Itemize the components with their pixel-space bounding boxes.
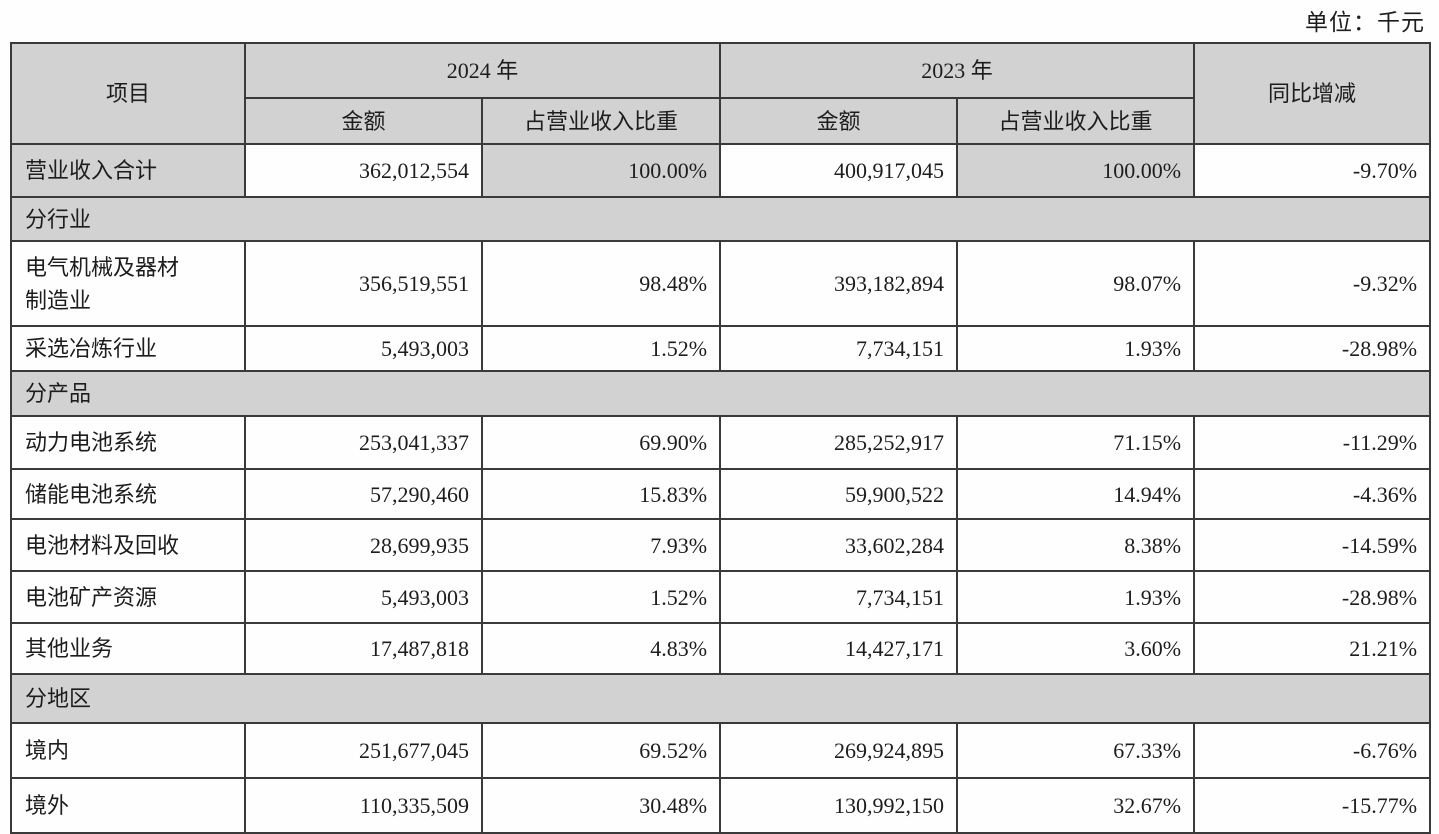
table-row: 电池矿产资源 5,493,003 1.52% 7,734,151 1.93% -… (10, 570, 1432, 624)
item-label: 储能电池系统 (10, 468, 246, 520)
yoy-change: -28.98% (1193, 325, 1432, 372)
pct-2024: 98.48% (480, 240, 722, 327)
header-row-subcolumns: 金额 占营业收入比重 金额 占营业收入比重 (11, 97, 1430, 145)
pct-2023: 98.07% (956, 240, 1196, 327)
yoy-change: -11.29% (1193, 415, 1432, 470)
pct-2023: 100.00% (956, 143, 1196, 198)
amount-2023: 393,182,894 (719, 240, 959, 327)
table-row: 电气机械及器材制造业 356,519,551 98.48% 393,182,89… (10, 240, 1432, 327)
item-label: 电气机械及器材制造业 (10, 240, 246, 327)
amount-2024: 110,335,509 (244, 777, 483, 834)
yoy-change: -15.77% (1193, 777, 1432, 834)
yoy-change: -9.32% (1193, 240, 1432, 327)
pct-2024: 69.52% (480, 722, 722, 779)
section-row: 分地区 (9, 673, 1432, 724)
amount-2023: 59,900,522 (719, 468, 959, 520)
amount-2023: 130,992,150 (719, 777, 959, 834)
table-row: 储能电池系统 57,290,460 15.83% 59,900,522 14.9… (10, 468, 1432, 520)
amount-2023: 285,252,917 (719, 415, 959, 470)
item-label: 境内 (10, 722, 246, 779)
pct-2024: 1.52% (480, 325, 722, 372)
section-label: 分地区 (9, 673, 1432, 724)
amount-2024: 362,012,554 (244, 143, 483, 198)
item-label: 其他业务 (10, 622, 246, 675)
pct-2023: 1.93% (956, 570, 1196, 624)
table-container: 项目 2024 年 2023 年 同比增减 金额 占营业收入比重 金额 占营业收… (9, 42, 1432, 834)
amount-2024: 253,041,337 (244, 415, 483, 470)
revenue-breakdown-table: 项目 2024 年 2023 年 同比增减 金额 占营业收入比重 金额 占营业收… (9, 42, 1432, 834)
amount-2023: 7,734,151 (719, 570, 959, 624)
column-header-amount-2023: 金额 (719, 97, 959, 145)
amount-2024: 5,493,003 (244, 325, 483, 372)
column-header-pct-2023: 占营业收入比重 (956, 97, 1196, 145)
table-row: 动力电池系统 253,041,337 69.90% 285,252,917 71… (10, 415, 1432, 470)
yoy-change: -4.36% (1193, 468, 1432, 520)
amount-2024: 5,493,003 (244, 570, 483, 624)
amount-2024: 356,519,551 (244, 240, 483, 327)
yoy-change: 21.21% (1193, 622, 1432, 675)
column-header-year-2023: 2023 年 (719, 42, 1196, 99)
yoy-change: -6.76% (1193, 722, 1432, 779)
table-row: 境内 251,677,045 69.52% 269,924,895 67.33%… (10, 722, 1432, 779)
amount-2023: 14,427,171 (719, 622, 959, 675)
pct-2024: 7.93% (480, 518, 722, 572)
unit-label: 单位：千元 (1305, 10, 1425, 35)
column-header-amount-2024: 金额 (244, 97, 483, 145)
item-label: 电池材料及回收 (10, 518, 246, 572)
pct-2023: 32.67% (956, 777, 1196, 834)
pct-2024: 15.83% (480, 468, 722, 520)
column-header-pct-2024: 占营业收入比重 (480, 97, 722, 145)
table-body: 营业收入合计 362,012,554 100.00% 400,917,045 1… (9, 143, 1432, 834)
item-label: 动力电池系统 (10, 415, 246, 470)
yoy-change: -9.70% (1193, 143, 1432, 198)
item-label: 采选冶炼行业 (10, 325, 246, 372)
yoy-change: -28.98% (1193, 570, 1432, 624)
column-header-item: 项目 (10, 42, 246, 145)
amount-2023: 33,602,284 (719, 518, 959, 572)
pct-2023: 14.94% (956, 468, 1196, 520)
table-row: 采选冶炼行业 5,493,003 1.52% 7,734,151 1.93% -… (10, 325, 1432, 372)
amount-2023: 269,924,895 (719, 722, 959, 779)
amount-2023: 7,734,151 (719, 325, 959, 372)
pct-2024: 30.48% (480, 777, 722, 834)
pct-2023: 1.93% (956, 325, 1196, 372)
table-header: 项目 2024 年 2023 年 同比增减 金额 占营业收入比重 金额 占营业收… (10, 42, 1432, 145)
table-row: 其他业务 17,487,818 4.83% 14,427,171 3.60% 2… (10, 622, 1432, 675)
header-row-years: 项目 2024 年 2023 年 同比增减 (10, 42, 1432, 145)
amount-2024: 57,290,460 (244, 468, 483, 520)
column-header-year-2024: 2024 年 (243, 42, 722, 99)
pct-2024: 1.52% (480, 570, 722, 624)
total-row: 营业收入合计 362,012,554 100.00% 400,917,045 1… (10, 143, 1432, 198)
pct-2023: 71.15% (956, 415, 1196, 470)
pct-2024: 100.00% (480, 143, 722, 198)
pct-2023: 67.33% (956, 722, 1196, 779)
section-label: 分行业 (9, 196, 1432, 242)
pct-2023: 8.38% (956, 518, 1196, 572)
yoy-change: -14.59% (1193, 518, 1432, 572)
pct-2024: 4.83% (480, 622, 722, 675)
amount-2024: 28,699,935 (244, 518, 483, 572)
pct-2023: 3.60% (956, 622, 1196, 675)
section-row: 分产品 (9, 370, 1432, 417)
section-row: 分行业 (9, 196, 1432, 242)
amount-2024: 251,677,045 (244, 722, 483, 779)
item-label: 电池矿产资源 (10, 570, 246, 624)
item-label: 境外 (10, 777, 246, 834)
section-label: 分产品 (9, 370, 1432, 417)
amount-2024: 17,487,818 (244, 622, 483, 675)
table-row: 电池材料及回收 28,699,935 7.93% 33,602,284 8.38… (10, 518, 1432, 572)
column-header-yoy-change: 同比增减 (1193, 42, 1432, 145)
item-label: 营业收入合计 (10, 143, 246, 198)
pct-2024: 69.90% (480, 415, 722, 470)
table-row: 境外 110,335,509 30.48% 130,992,150 32.67%… (10, 777, 1432, 834)
amount-2023: 400,917,045 (719, 143, 959, 198)
